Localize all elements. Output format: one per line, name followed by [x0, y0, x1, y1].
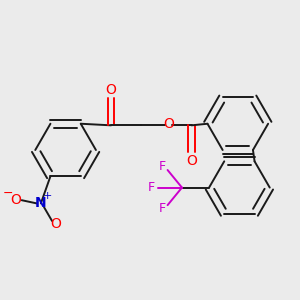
Text: O: O	[186, 154, 197, 168]
Text: +: +	[43, 191, 52, 201]
Text: −: −	[3, 187, 13, 200]
Text: F: F	[159, 160, 167, 173]
Text: N: N	[35, 196, 47, 210]
Text: O: O	[106, 83, 116, 97]
Text: O: O	[10, 193, 21, 207]
Text: O: O	[50, 217, 61, 231]
Text: F: F	[159, 202, 167, 215]
Text: O: O	[163, 117, 174, 131]
Text: F: F	[148, 181, 155, 194]
